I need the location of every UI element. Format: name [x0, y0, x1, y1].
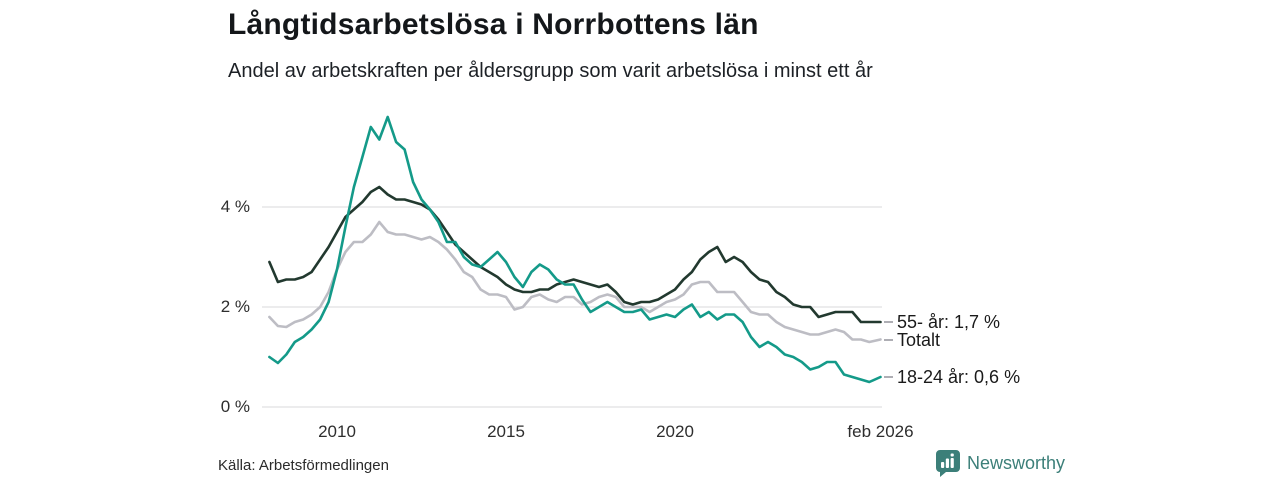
series-end-label: 18-24 år: 0,6 %: [897, 367, 1021, 387]
series-line: [268, 115, 882, 384]
x-axis-tick-label: 2020: [656, 422, 694, 441]
chart-subtitle: Andel av arbetskraften per åldersgrupp s…: [228, 60, 873, 82]
page-title: Långtidsarbetslösa i Norrbottens län: [228, 8, 759, 41]
x-axis-tick-label: 2015: [487, 422, 525, 441]
series-end-label: Totalt: [897, 329, 941, 350]
y-axis-tick-label: 2 %: [220, 297, 250, 316]
brand-logo-link[interactable]: Newsworthy: [936, 450, 1065, 477]
x-axis-tick-label: 2010: [318, 422, 356, 441]
y-axis-tick-label: 4 %: [220, 197, 250, 216]
series-line: [268, 185, 882, 324]
source-note: Källa: Arbetsförmedlingen: [218, 457, 389, 474]
newsworthy-icon: [936, 450, 960, 477]
y-axis-tick-label: 0 %: [220, 397, 250, 416]
brand-name: Newsworthy: [967, 453, 1066, 473]
series-label-connector: [884, 376, 893, 378]
series-line: [268, 220, 882, 344]
series-end-label: 55- år: 1,7 %: [897, 312, 1001, 332]
series-label-connector: [884, 321, 893, 323]
x-axis-tick-label: feb 2026: [847, 422, 914, 441]
series-label-connector: [884, 338, 893, 341]
